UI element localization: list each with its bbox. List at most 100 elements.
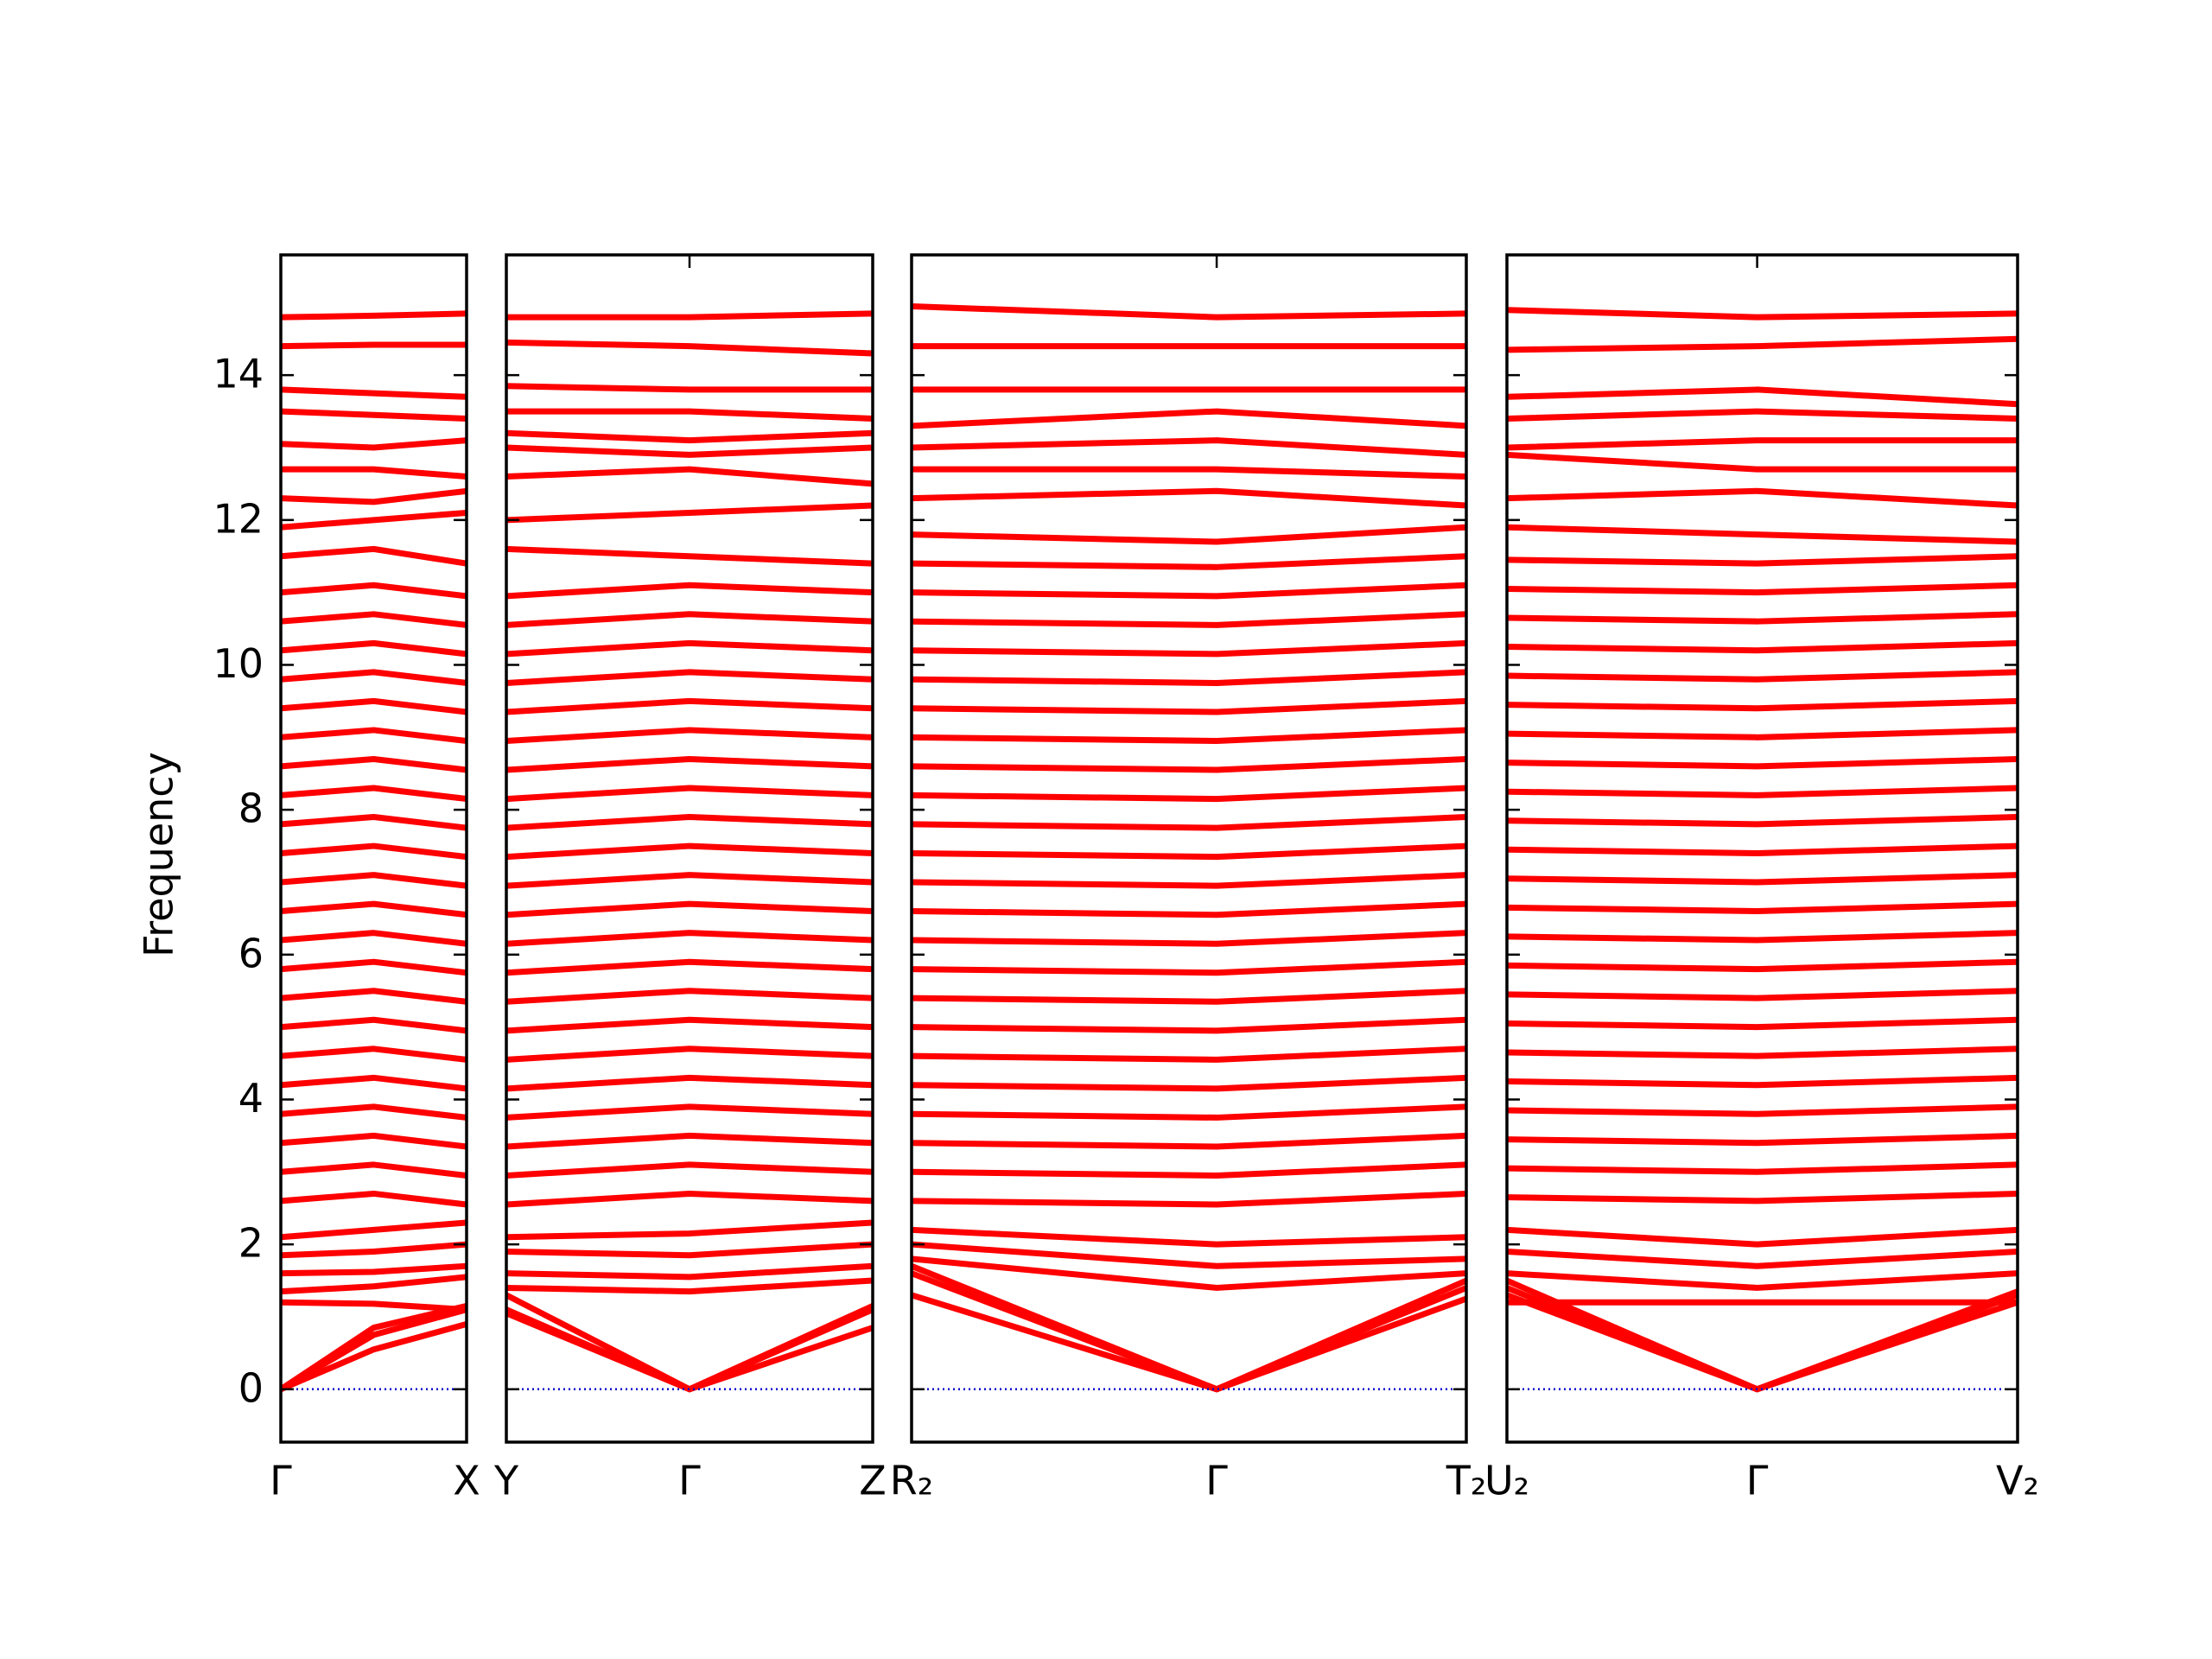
band-line bbox=[281, 1241, 467, 1259]
band-line bbox=[281, 639, 467, 658]
band-line bbox=[1507, 988, 2018, 1001]
band-line bbox=[281, 872, 467, 889]
band-line bbox=[1507, 335, 2018, 353]
band-line bbox=[1507, 697, 2018, 712]
band-line bbox=[506, 408, 873, 422]
band-line bbox=[1507, 1016, 2018, 1031]
x-tick-label: Γ bbox=[270, 1458, 292, 1504]
band-line bbox=[506, 785, 873, 803]
band-line bbox=[912, 1255, 1466, 1291]
band-line bbox=[1507, 1270, 2018, 1291]
band-line bbox=[506, 988, 873, 1005]
band-line bbox=[281, 1103, 467, 1121]
band-line bbox=[506, 1132, 873, 1150]
band-line bbox=[912, 814, 1466, 831]
band-line bbox=[281, 1274, 467, 1295]
band-line bbox=[1507, 1046, 2018, 1059]
band-line bbox=[281, 1190, 467, 1208]
band-line bbox=[1507, 669, 2018, 683]
band-line bbox=[912, 1046, 1466, 1063]
band-line bbox=[281, 669, 467, 686]
band-line bbox=[1507, 842, 2018, 856]
panel-frame bbox=[1505, 253, 2019, 1444]
band-line bbox=[281, 310, 467, 321]
band-line bbox=[281, 386, 467, 400]
band-line bbox=[281, 582, 467, 600]
x-tick-label: T₂ bbox=[1446, 1458, 1487, 1504]
band-line bbox=[506, 1219, 873, 1241]
band-line bbox=[506, 444, 873, 458]
band-line bbox=[281, 1262, 467, 1277]
band-line bbox=[912, 842, 1466, 861]
y-axis-label: Frequency bbox=[136, 752, 182, 957]
band-line bbox=[281, 900, 467, 918]
band-line bbox=[506, 814, 873, 831]
band-line bbox=[281, 487, 467, 505]
band-line bbox=[912, 487, 1466, 509]
band-line bbox=[506, 930, 873, 947]
band-line bbox=[506, 669, 873, 686]
band-line bbox=[281, 1016, 467, 1034]
band-line bbox=[506, 1277, 873, 1295]
band-line bbox=[912, 408, 1466, 429]
x-tick-label: V₂ bbox=[1996, 1458, 2039, 1504]
band-line bbox=[912, 1132, 1466, 1150]
band-line bbox=[281, 958, 467, 976]
x-tick-label: Γ bbox=[678, 1458, 701, 1504]
band-line bbox=[1507, 524, 2018, 545]
band-line bbox=[506, 639, 873, 658]
band-line bbox=[506, 339, 873, 357]
x-tick-label: Y bbox=[493, 1458, 519, 1504]
band-line bbox=[1507, 872, 2018, 886]
band-line bbox=[912, 697, 1466, 715]
band-line bbox=[506, 1161, 873, 1179]
y-tick-label: 0 bbox=[238, 1364, 264, 1411]
x-tick-label: Γ bbox=[1205, 1458, 1228, 1504]
y-tick-label: 6 bbox=[238, 930, 264, 976]
band-line bbox=[281, 755, 467, 773]
band-line bbox=[281, 697, 467, 715]
band-line bbox=[506, 429, 873, 444]
band-line bbox=[281, 1219, 467, 1241]
band-line bbox=[281, 437, 467, 451]
band-line bbox=[281, 1132, 467, 1150]
band-line bbox=[912, 930, 1466, 947]
band-line bbox=[1507, 487, 2018, 509]
band-line bbox=[281, 545, 467, 567]
band-line bbox=[912, 639, 1466, 658]
band-line bbox=[281, 1302, 467, 1392]
band-line bbox=[912, 611, 1466, 628]
band-line bbox=[1507, 930, 2018, 944]
band-line bbox=[281, 408, 467, 422]
y-tick-label: 14 bbox=[213, 351, 264, 397]
band-line bbox=[506, 1046, 873, 1063]
y-tick-label: 10 bbox=[213, 640, 264, 687]
x-tick-label: R₂ bbox=[890, 1458, 933, 1504]
band-line bbox=[281, 1046, 467, 1063]
band-line bbox=[1507, 553, 2018, 567]
band-line bbox=[281, 1320, 467, 1393]
band-line bbox=[912, 872, 1466, 889]
band-line bbox=[1507, 814, 2018, 828]
band-line bbox=[281, 611, 467, 628]
band-line bbox=[281, 814, 467, 831]
band-line bbox=[506, 1292, 873, 1393]
band-line bbox=[506, 582, 873, 600]
band-line bbox=[281, 466, 467, 480]
band-line bbox=[506, 1190, 873, 1208]
band-line bbox=[281, 727, 467, 744]
band-line bbox=[506, 310, 873, 321]
y-tick-label: 8 bbox=[238, 785, 264, 832]
band-line bbox=[912, 1226, 1466, 1248]
band-line bbox=[1507, 1249, 2018, 1269]
band-line bbox=[506, 1016, 873, 1034]
band-line bbox=[912, 900, 1466, 918]
band-line bbox=[1507, 582, 2018, 596]
band-line bbox=[1507, 1074, 2018, 1089]
band-line bbox=[912, 1241, 1466, 1269]
band-line bbox=[1507, 1161, 2018, 1175]
band-line bbox=[1507, 900, 2018, 915]
band-line bbox=[912, 466, 1466, 480]
band-line bbox=[912, 1074, 1466, 1092]
